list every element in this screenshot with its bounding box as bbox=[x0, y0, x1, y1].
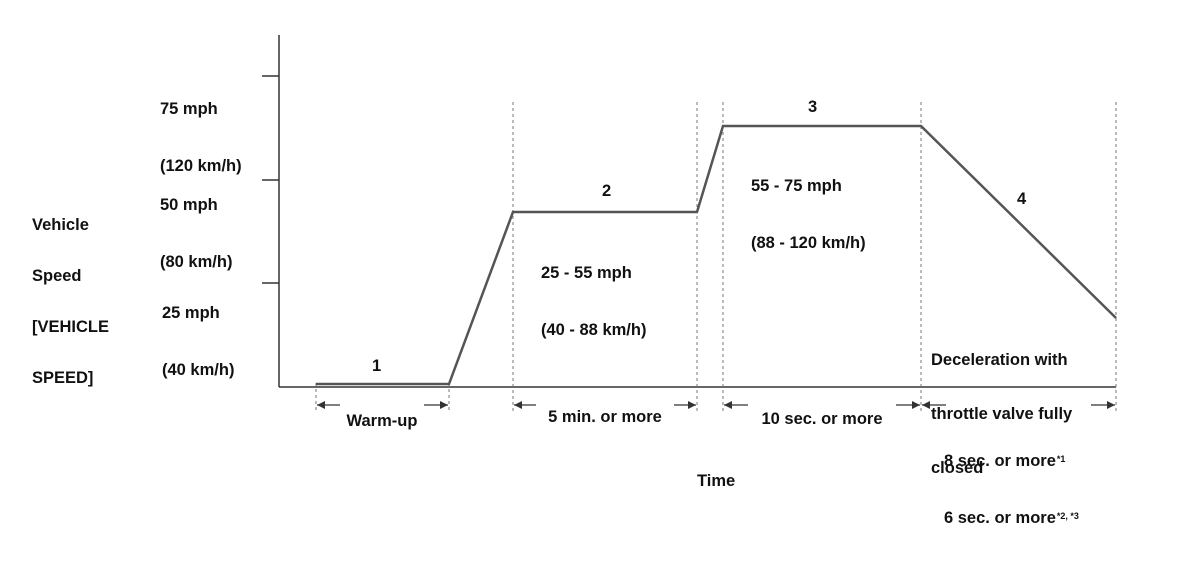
y-axis-title: Vehicle Speed [VEHICLE SPEED] bbox=[32, 183, 109, 421]
phase-4-duration: 8 sec. or more*1 6 sec. or more*2, *3 bbox=[944, 414, 1079, 566]
note-line: closed bbox=[931, 459, 984, 477]
phase-2-speed-range: 25 - 55 mph (40 - 88 km/h) bbox=[541, 226, 646, 378]
phase-1-number: 1 bbox=[372, 357, 382, 375]
tick-label-75mph: 75 mph (120 km/h) bbox=[160, 62, 242, 214]
note-line: Deceleration with bbox=[931, 351, 1068, 369]
tick-label-kmh: (120 km/h) bbox=[160, 157, 242, 175]
tick-label-mph: 50 mph bbox=[160, 196, 218, 214]
footnote-mark: *1 bbox=[1056, 454, 1066, 464]
speed-profile-line bbox=[316, 124, 1117, 386]
drive-pattern-diagram: Vehicle Speed [VEHICLE SPEED] 75 mph (12… bbox=[32, 35, 1117, 527]
speed-range-mph: 25 - 55 mph bbox=[541, 264, 632, 282]
phase-4-number: 4 bbox=[1017, 190, 1027, 208]
tick-label-mph: 25 mph bbox=[162, 304, 220, 322]
phase-3-duration: 10 sec. or more bbox=[761, 410, 883, 428]
speed-range-kmh: (88 - 120 km/h) bbox=[751, 234, 866, 252]
note-line: throttle valve fully bbox=[931, 405, 1073, 423]
speed-range-kmh: (40 - 88 km/h) bbox=[541, 321, 647, 339]
duration-line-2: 6 sec. or more*2, *3 bbox=[944, 509, 1079, 528]
tick-label-50mph: 50 mph (80 km/h) bbox=[160, 158, 232, 310]
x-axis-title: Time bbox=[697, 472, 736, 490]
duration-text: 8 sec. or more bbox=[944, 452, 1056, 470]
tick-label-kmh: (80 km/h) bbox=[160, 253, 233, 271]
tick-label-mph: 75 mph bbox=[160, 100, 218, 118]
footnote-mark: *2, *3 bbox=[1056, 511, 1079, 521]
phase-4-note: Deceleration with throttle valve fully c… bbox=[931, 315, 1072, 513]
diagram-graphics bbox=[262, 35, 1117, 412]
y-axis-title-line: Speed bbox=[32, 267, 82, 285]
duration-line-1: 8 sec. or more*1 bbox=[944, 452, 1079, 471]
y-axis-title-line: Vehicle bbox=[32, 216, 89, 234]
y-axis-title-line: SPEED] bbox=[32, 369, 94, 387]
phase-2-duration: 5 min. or more bbox=[548, 408, 662, 426]
phase-1-duration: Warm-up bbox=[346, 412, 418, 430]
duration-text: 6 sec. or more bbox=[944, 509, 1056, 527]
tick-label-25mph: 25 mph (40 km/h) bbox=[162, 266, 234, 418]
y-axis-title-line: [VEHICLE bbox=[32, 318, 110, 336]
speed-range-mph: 55 - 75 mph bbox=[751, 177, 842, 195]
tick-label-kmh: (40 km/h) bbox=[162, 361, 235, 379]
phase-2-number: 2 bbox=[602, 182, 612, 200]
phase-3-number: 3 bbox=[808, 98, 818, 116]
phase-3-speed-range: 55 - 75 mph (88 - 120 km/h) bbox=[751, 139, 866, 291]
